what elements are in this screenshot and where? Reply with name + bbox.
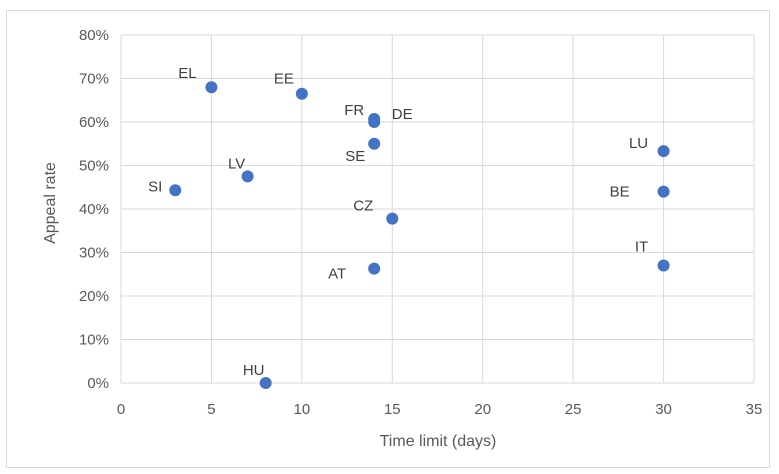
data-label-it: IT bbox=[635, 239, 648, 256]
y-tick-label: 40% bbox=[79, 201, 109, 218]
data-label-be: BE bbox=[610, 184, 630, 201]
chart-frame: 0% 10% 20% 30% 40% 50% 60% 70% 80% 0 5 10 15 20 25 30 3… bbox=[6, 10, 770, 468]
data-point-el bbox=[205, 81, 218, 94]
data-label-hu: HU bbox=[243, 362, 265, 379]
y-tick-label: 50% bbox=[79, 158, 109, 175]
data-labels: EL EE FR DE SE LV SI CZ AT HU LU BE IT bbox=[148, 65, 648, 379]
data-label-at: AT bbox=[328, 266, 346, 283]
x-axis-title: Time limit (days) bbox=[380, 433, 497, 450]
x-tick-label: 0 bbox=[117, 401, 125, 418]
y-tick-label: 70% bbox=[79, 71, 109, 88]
data-point-lv bbox=[241, 170, 254, 183]
y-tick-label: 10% bbox=[79, 332, 109, 349]
x-tick-label: 35 bbox=[746, 401, 763, 418]
data-point-de bbox=[368, 116, 381, 128]
data-label-fr: FR bbox=[344, 102, 364, 119]
data-label-se: SE bbox=[345, 148, 365, 165]
data-points bbox=[169, 81, 670, 389]
y-axis-title: Appeal rate bbox=[42, 162, 59, 244]
data-point-it bbox=[657, 259, 670, 272]
y-tick-label: 80% bbox=[79, 27, 109, 44]
x-tick-label: 15 bbox=[384, 401, 401, 418]
data-point-se bbox=[368, 137, 381, 150]
x-tick-label: 20 bbox=[474, 401, 491, 418]
data-point-at bbox=[368, 262, 381, 275]
data-label-si: SI bbox=[148, 178, 162, 195]
x-tick-label: 5 bbox=[207, 401, 215, 418]
y-tick-label: 60% bbox=[79, 114, 109, 131]
y-tick-label: 0% bbox=[87, 375, 109, 392]
data-point-hu bbox=[259, 377, 272, 389]
data-label-lv: LV bbox=[228, 155, 245, 172]
data-point-be bbox=[657, 185, 670, 198]
x-tick-label: 30 bbox=[655, 401, 672, 418]
data-label-cz: CZ bbox=[353, 198, 373, 215]
data-label-de: DE bbox=[392, 106, 413, 123]
data-label-ee: EE bbox=[274, 71, 294, 88]
x-tick-labels: 0 5 10 15 20 25 30 35 bbox=[117, 401, 763, 418]
x-tick-label: 10 bbox=[294, 401, 311, 418]
data-point-lu bbox=[657, 145, 670, 158]
y-tick-label: 20% bbox=[79, 288, 109, 305]
data-label-lu: LU bbox=[629, 135, 648, 152]
y-tick-labels: 0% 10% 20% 30% 40% 50% 60% 70% 80% bbox=[79, 27, 109, 392]
y-tick-label: 30% bbox=[79, 245, 109, 262]
x-tick-label: 25 bbox=[565, 401, 582, 418]
data-point-ee bbox=[295, 87, 308, 100]
data-label-el: EL bbox=[178, 65, 196, 82]
scatter-chart: 0% 10% 20% 30% 40% 50% 60% 70% 80% 0 5 10 15 20 25 30 3… bbox=[42, 27, 763, 450]
data-point-cz bbox=[386, 212, 399, 225]
data-point-si bbox=[169, 184, 182, 197]
